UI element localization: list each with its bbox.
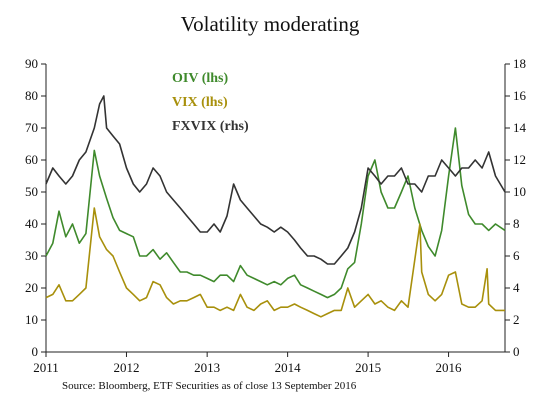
x-tick-label: 2015: [355, 360, 381, 375]
y-left-tick-label: 60: [25, 152, 38, 167]
legend-label-vix: VIX (lhs): [172, 95, 228, 110]
series-lines: [45, 95, 506, 318]
y-right-tick-label: 8: [513, 216, 520, 231]
x-tick-label: 2014: [275, 360, 302, 375]
y-right-tick-label: 14: [513, 120, 527, 135]
y-left-tick-label: 40: [25, 216, 38, 231]
x-tick-label: 2016: [436, 360, 463, 375]
axes: 0 10 20 30 40 50 60 70 80 90 0 2 4 6 8 10 12 14 16 18 2011 20…: [25, 56, 527, 375]
y-right-tick-label: 16: [513, 88, 527, 103]
y-left-tick-label: 10: [25, 312, 38, 327]
x-tick-label: 2012: [113, 360, 139, 375]
y-right-tick-label: 18: [513, 56, 526, 71]
x-tick-label: 2011: [33, 360, 59, 375]
y-left-tick-label: 0: [32, 344, 39, 359]
y-right-tick-label: 0: [513, 344, 520, 359]
legend-label-oiv: OIV (lhs): [172, 71, 228, 86]
series-line-fxvix: [45, 95, 506, 265]
y-left-tick-label: 70: [25, 120, 38, 135]
y-left-tick-label: 50: [25, 184, 38, 199]
y-left-tick-label: 80: [25, 88, 38, 103]
series-line-oiv: [45, 127, 506, 299]
legend: OIV (lhs) VIX (lhs) FXVIX (rhs): [172, 71, 249, 134]
y-right-tick-label: 10: [513, 184, 526, 199]
series-line-vix: [45, 207, 505, 318]
chart-title: Volatility moderating: [180, 12, 360, 36]
source-note: Source: Bloomberg, ETF Securities as of …: [62, 380, 357, 392]
y-right-tick-label: 4: [513, 280, 520, 295]
y-left-tick-label: 20: [25, 280, 38, 295]
x-tick-label: 2013: [194, 360, 220, 375]
y-right-tick-label: 6: [513, 248, 520, 263]
legend-label-fxvix: FXVIX (rhs): [172, 119, 249, 134]
y-right-tick-label: 2: [513, 312, 520, 327]
y-right-tick-label: 12: [513, 152, 526, 167]
y-left-tick-label: 90: [25, 56, 38, 71]
y-left-tick-label: 30: [25, 248, 38, 263]
